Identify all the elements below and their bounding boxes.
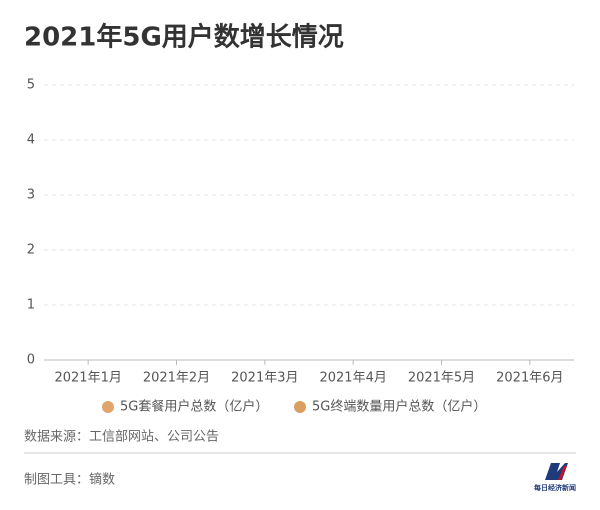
x-tick-label: 2021年4月	[319, 371, 386, 386]
y-tick-label: 2	[27, 243, 35, 258]
x-tick-label: 2021年3月	[231, 371, 298, 386]
x-tick-label: 2021年1月	[54, 371, 121, 386]
y-tick-label: 0	[27, 353, 35, 368]
logo-text: 每日经济新闻	[534, 483, 576, 492]
legend-swatch	[102, 401, 114, 413]
logo-accent	[558, 466, 567, 480]
y-tick-label: 4	[27, 133, 35, 148]
x-tick-label: 2021年6月	[496, 371, 563, 386]
logo: 每日经济新闻	[534, 463, 576, 492]
y-tick-label: 5	[27, 78, 35, 93]
legend-label: 5G终端数量用户总数（亿户）	[312, 399, 486, 415]
legend-label: 5G套餐用户总数（亿户）	[120, 399, 268, 415]
chart-title: 2021年5G用户数增长情况	[24, 22, 344, 53]
source: 数据来源：工信部网站、公司公告	[24, 430, 219, 445]
tool: 制图工具：镝数	[24, 472, 115, 488]
legend-swatch	[294, 401, 306, 413]
y-tick-label: 3	[27, 188, 35, 203]
x-tick-label: 2021年2月	[143, 371, 210, 386]
y-tick-label: 1	[27, 298, 35, 313]
x-tick-label: 2021年5月	[408, 371, 475, 386]
